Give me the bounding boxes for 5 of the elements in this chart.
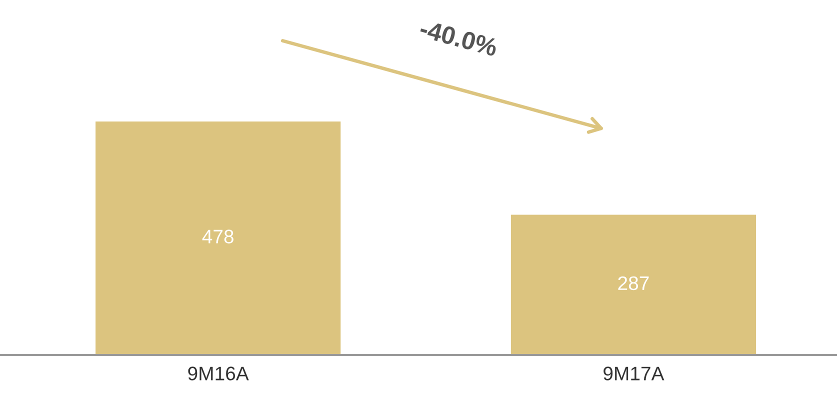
text: -40.0% [418,19,498,57]
data-label: 478 [202,230,234,244]
data-label: 287 [618,276,649,290]
x-tick-label: 9M17A [604,366,664,380]
x-tick-label: 9M16A [188,366,249,380]
